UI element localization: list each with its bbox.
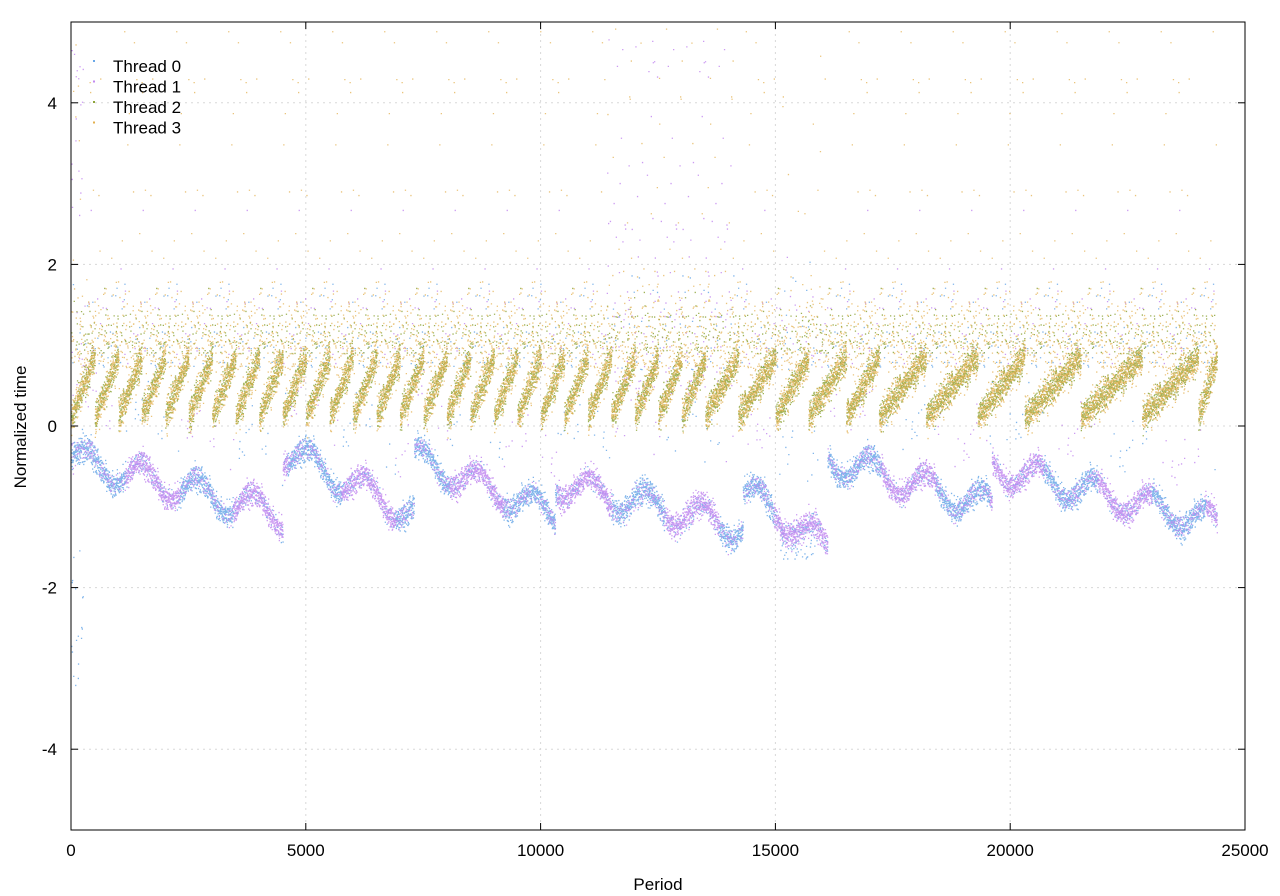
legend-swatch [93, 101, 95, 103]
y-tick-label: 4 [48, 94, 57, 113]
x-tick-label: 25000 [1221, 841, 1268, 860]
x-tick-label: 0 [66, 841, 75, 860]
points-layer [71, 28, 1219, 687]
series-points-thread-2 [71, 287, 1219, 437]
x-tick-label: 5000 [287, 841, 325, 860]
y-tick-label: -2 [42, 579, 57, 598]
legend-entry: Thread 3 [113, 119, 181, 138]
legend-entry: Thread 2 [113, 98, 181, 117]
legend-entry: Thread 0 [113, 57, 181, 76]
series-points-thread-1 [71, 39, 1218, 556]
series-points-thread-3 [71, 28, 1218, 440]
series-points-thread-0 [71, 261, 1218, 687]
x-tick-label: 15000 [752, 841, 799, 860]
ticks-layer: 0 5000 10000 15000 20000 25000 -4 -2 0 2 4 [42, 22, 1269, 860]
y-tick-label: 0 [48, 417, 57, 436]
y-axis-title: Normalized time [11, 366, 30, 489]
y-tick-label: 2 [48, 255, 57, 274]
x-tick-label: 20000 [987, 841, 1034, 860]
grid-layer [71, 22, 1245, 830]
legend-swatch [93, 60, 95, 62]
x-tick-label: 10000 [517, 841, 564, 860]
legend-entry: Thread 1 [113, 78, 181, 97]
y-tick-label: -4 [42, 740, 57, 759]
legend-swatch [93, 121, 95, 124]
legend-swatch [93, 80, 95, 83]
x-axis-title: Period [633, 875, 682, 894]
